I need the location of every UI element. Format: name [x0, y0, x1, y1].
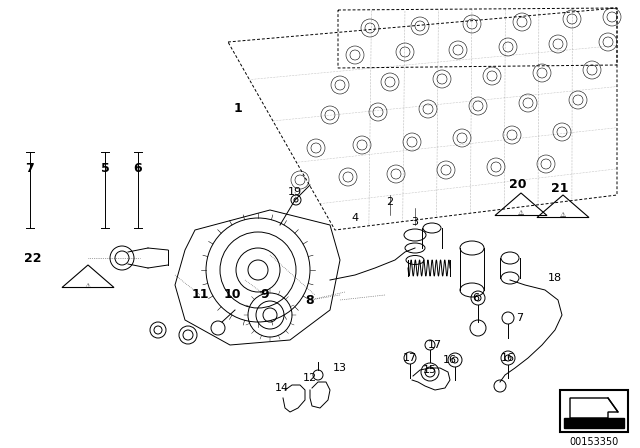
Text: ⚠: ⚠	[85, 283, 91, 289]
Text: 1: 1	[234, 102, 243, 115]
Text: 00153350: 00153350	[570, 437, 619, 447]
Text: 2: 2	[387, 197, 394, 207]
Text: 16: 16	[501, 353, 515, 363]
Text: 3: 3	[412, 217, 419, 227]
Text: 10: 10	[223, 289, 241, 302]
Bar	[560, 390, 628, 432]
Text: 9: 9	[260, 289, 269, 302]
Text: 5: 5	[100, 161, 109, 175]
Bar	[564, 418, 624, 428]
Text: 7: 7	[26, 161, 35, 175]
Text: 17: 17	[428, 340, 442, 350]
Text: 18: 18	[548, 273, 562, 283]
Text: 19: 19	[288, 187, 302, 197]
Text: 15: 15	[423, 365, 437, 375]
Text: 16: 16	[443, 355, 457, 365]
Text: 6: 6	[134, 161, 142, 175]
Text: 8: 8	[306, 293, 314, 306]
Text: 22: 22	[24, 251, 42, 264]
Text: 17: 17	[403, 353, 417, 363]
Text: 6: 6	[472, 293, 479, 303]
Text: 14: 14	[275, 383, 289, 393]
Text: 4: 4	[351, 213, 358, 223]
Text: 7: 7	[516, 313, 524, 323]
Text: 20: 20	[509, 178, 527, 191]
Text: 13: 13	[333, 363, 347, 373]
Text: ⚠: ⚠	[518, 210, 524, 216]
Text: 11: 11	[191, 289, 209, 302]
Text: ⚠: ⚠	[560, 212, 566, 218]
Text: 21: 21	[551, 181, 569, 194]
Text: 12: 12	[303, 373, 317, 383]
